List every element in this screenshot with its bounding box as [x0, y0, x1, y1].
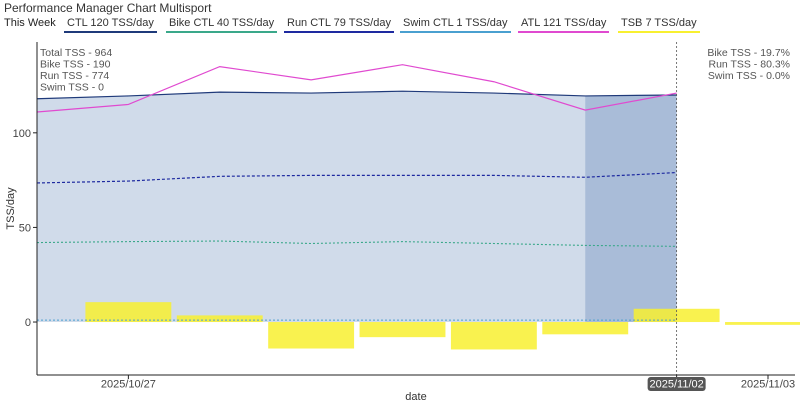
x-tick-label: 2025/11/03 [741, 379, 795, 391]
legend-item-run-ctl[interactable]: Run CTL 79 TSS/day [284, 17, 394, 33]
y-axis-label: TSS/day [5, 187, 17, 230]
legend-label: Swim CTL 1 TSS/day [403, 17, 508, 29]
legend: This Week CTL 120 TSS/day Bike CTL 40 TS… [4, 17, 794, 33]
legend-label: CTL 120 TSS/day [67, 17, 154, 29]
summary-annotation: Swim TSS - 0 [40, 82, 104, 94]
x-tick-label-highlight [647, 377, 706, 391]
legend-label: ATL 121 TSS/day [521, 17, 607, 29]
x-tick-label: 2025/11/02 [650, 379, 704, 391]
legend-label: TSB 7 TSS/day [621, 17, 697, 29]
y-tick-label: 100 [13, 128, 31, 140]
tsb-bar [450, 322, 537, 350]
percent-annotation: Swim TSS - 0.0% [708, 70, 790, 82]
legend-label: Bike CTL 40 TSS/day [169, 17, 275, 29]
legend-swatch [284, 31, 394, 33]
x-axis-label: date [405, 391, 426, 403]
legend-swatch [618, 31, 700, 33]
tsb-bar [176, 315, 263, 323]
period-label: This Week [4, 17, 56, 29]
tsb-bar [359, 322, 446, 338]
legend-swatch [166, 31, 278, 33]
legend-swatch [64, 31, 157, 33]
highlight-band [585, 91, 677, 323]
y-tick-label: 50 [19, 222, 31, 234]
legend-item-bike-ctl[interactable]: Bike CTL 40 TSS/day [166, 17, 278, 33]
series-line-ctl [36, 90, 677, 100]
y-tick-label: 0 [25, 317, 31, 329]
summary-annotation: Bike TSS - 190 [40, 59, 111, 71]
series-line-atl [36, 64, 677, 113]
legend-label: Run CTL 79 TSS/day [287, 17, 391, 29]
summary-annotation: Total TSS - 964 [40, 47, 112, 59]
series-line-bike-ctl [36, 240, 677, 247]
tsb-bar [542, 322, 629, 335]
x-tick-label: 2025/10/27 [101, 379, 156, 391]
series-line-run-ctl [36, 171, 677, 184]
legend-swatch [400, 31, 511, 33]
tsb-bar [85, 302, 172, 323]
chart-title: Performance Manager Chart Multisport [4, 1, 212, 15]
legend-item-tsb[interactable]: TSB 7 TSS/day [618, 17, 700, 33]
tsb-bar [268, 322, 355, 349]
percent-annotation: Run TSS - 80.3% [708, 59, 790, 71]
legend-item-ctl[interactable]: CTL 120 TSS/day [64, 17, 157, 33]
legend-item-atl[interactable]: ATL 121 TSS/day [518, 17, 610, 33]
legend-swatch [518, 31, 610, 33]
percent-annotation: Bike TSS - 19.7% [707, 47, 790, 59]
summary-annotation: Run TSS - 774 [40, 70, 109, 82]
legend-item-swim-ctl[interactable]: Swim CTL 1 TSS/day [400, 17, 511, 33]
tsb-bar [725, 322, 800, 325]
ctl-area [37, 91, 677, 323]
